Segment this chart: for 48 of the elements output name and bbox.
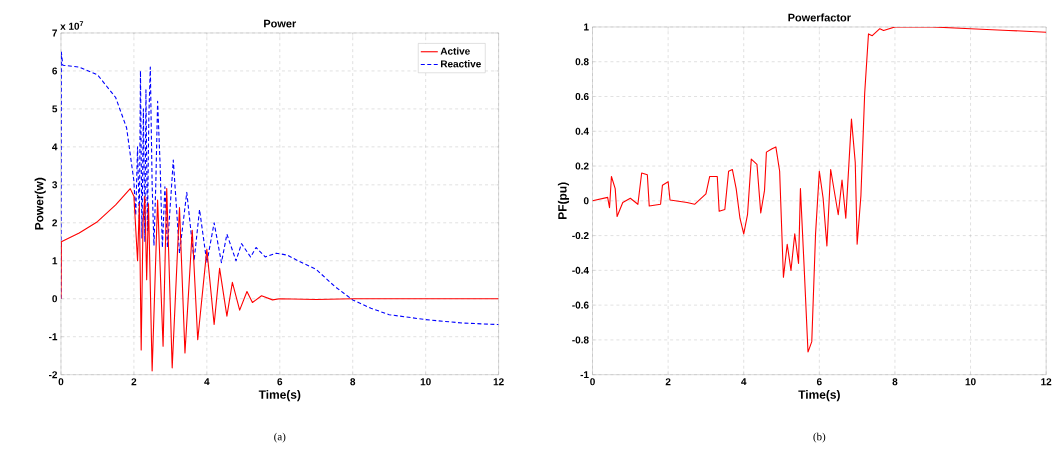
legend-label: Reactive — [441, 60, 481, 68]
line-series — [60, 188, 499, 372]
y-tick-label: -0.8 — [572, 336, 589, 344]
x-tick-label: 4 — [204, 378, 210, 386]
y-axis-title: Power(w) — [34, 178, 46, 230]
y-tick-label: 0.2 — [575, 162, 589, 170]
x-tick-label: 6 — [277, 378, 283, 386]
x-tick-label: 2 — [665, 378, 671, 386]
text: (b) — [813, 432, 826, 443]
y-tick-label: -0.6 — [572, 301, 589, 309]
y-tick-label: 0.8 — [575, 58, 589, 66]
x-tick-label: 10 — [965, 378, 976, 386]
x-tick-label: 2 — [131, 378, 137, 386]
y-tick-label: 5 — [52, 105, 58, 113]
y-tick-label: 0.6 — [575, 93, 589, 101]
y-tick-label: 6 — [52, 67, 58, 75]
x-tick-label: 4 — [741, 378, 747, 386]
legend-label: Active — [440, 47, 470, 55]
y-tick-label: 0.4 — [575, 127, 589, 135]
y-tick-label: -0.4 — [572, 267, 589, 275]
y-tick-label: 2 — [52, 219, 58, 227]
y-tick-label: 0 — [583, 197, 589, 205]
y-tick-label: 4 — [52, 143, 58, 151]
y-tick-label: 3 — [52, 181, 58, 189]
x-tick-label: 0 — [590, 378, 595, 386]
x-tick-label: 12 — [493, 378, 504, 386]
x-tick-label: 10 — [420, 378, 431, 386]
x-axis-title: Time(s) — [798, 390, 840, 402]
text: (a) — [274, 432, 286, 443]
text: x 10$^{7}$ — [60, 21, 84, 30]
y-tick-label: -0.2 — [572, 232, 589, 240]
chart-title: Powerfactor — [788, 13, 851, 22]
y-tick-label: -1 — [580, 371, 589, 379]
chart-title: Power — [264, 20, 297, 28]
y-tick-label: 1 — [584, 23, 589, 31]
line-series — [592, 27, 1047, 353]
y-axis-title: PF(pu) — [557, 182, 570, 220]
y-tick-label: 7 — [52, 29, 58, 37]
y-tick-label: -2 — [48, 371, 58, 379]
x-tick-label: 12 — [1041, 378, 1052, 386]
x-tick-label: 0 — [58, 378, 64, 386]
y-tick-label: 0 — [52, 295, 58, 303]
y-tick-label: -1 — [48, 333, 58, 341]
x-tick-label: 6 — [816, 378, 822, 386]
x-tick-label: 8 — [892, 378, 898, 386]
y-tick-label: 1 — [52, 257, 58, 265]
x-tick-label: 8 — [350, 378, 356, 386]
x-axis-title: Time(s) — [258, 390, 301, 402]
